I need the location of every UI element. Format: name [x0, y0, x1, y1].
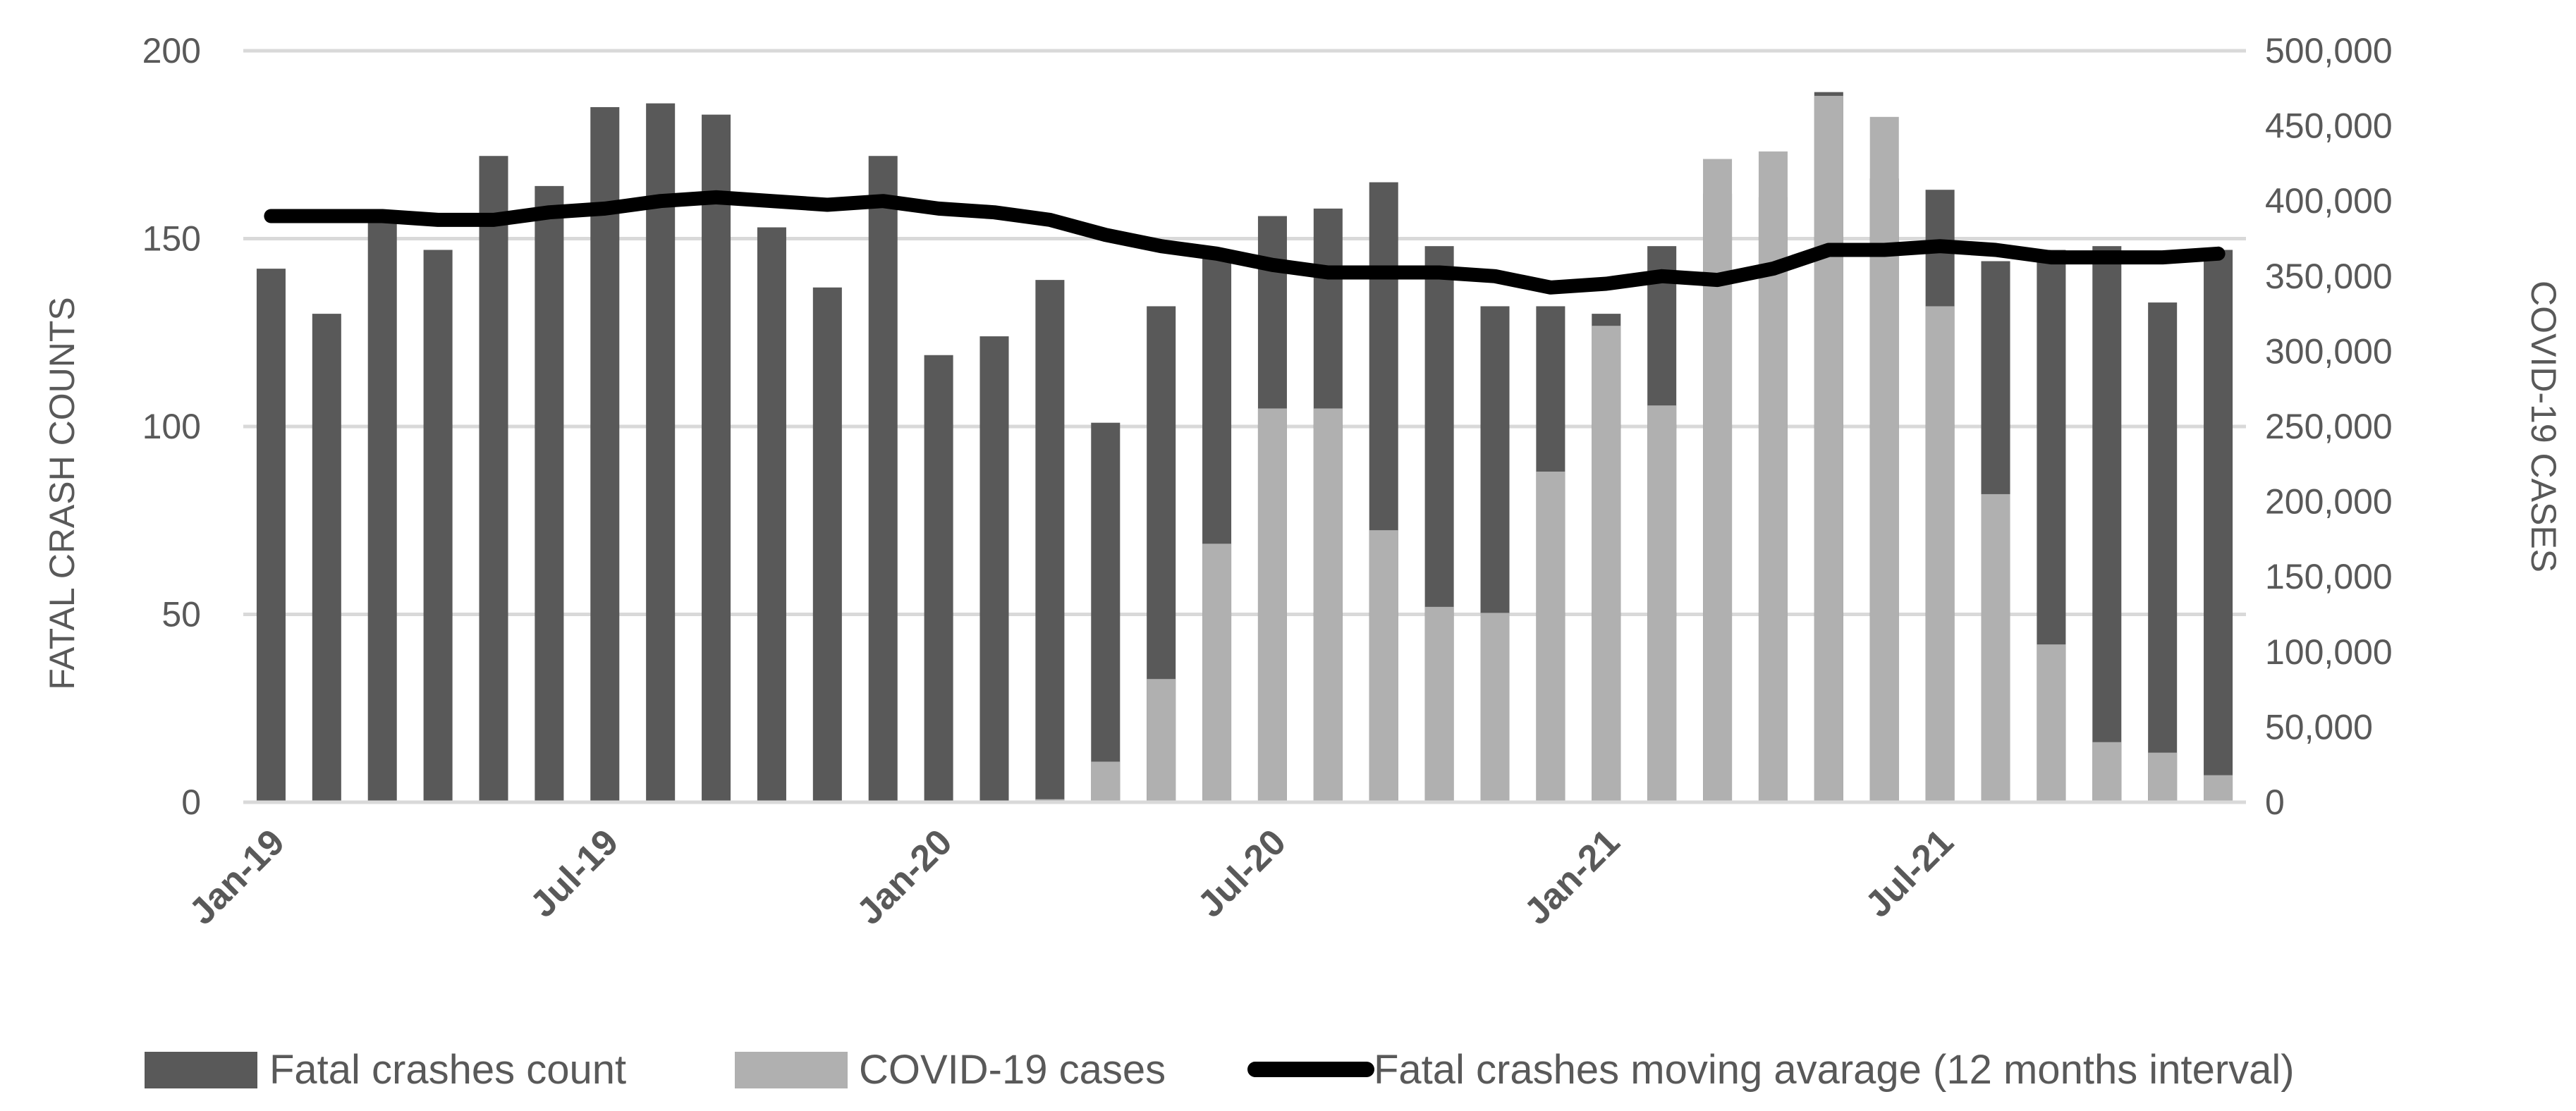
bar-covid-cases [1758, 151, 1788, 802]
bar-fatal-crashes [256, 269, 286, 802]
bar-covid-cases [2148, 752, 2178, 802]
y-tick-label: 150 [142, 219, 201, 259]
bar-covid-cases [1814, 95, 1843, 802]
bar-fatal-crashes [757, 227, 786, 802]
bar-covid-cases [1981, 493, 2010, 802]
y2-tick-label: 400,000 [2265, 181, 2393, 221]
bar-fatal-crashes [812, 287, 842, 802]
bar-covid-cases [2092, 742, 2122, 802]
bar-fatal-crashes [2092, 246, 2122, 802]
bar-fatal-crashes [2148, 302, 2178, 802]
bar-fatal-crashes [423, 250, 453, 802]
bar-covid-cases [1147, 679, 1176, 802]
bar-covid-cases [1424, 606, 1454, 802]
y2-tick-label: 0 [2265, 782, 2285, 822]
moving-average-line [264, 190, 2226, 295]
legend-label-moving-average: Fatal crashes moving avarage (12 months … [1374, 1047, 2295, 1093]
y2-axis-title: COVID-19 CASES [2524, 281, 2563, 572]
x-tick-label: Jan-19 [181, 821, 293, 933]
y2-tick-label: 150,000 [2265, 557, 2393, 596]
bar-fatal-crashes [2204, 250, 2233, 802]
bar-covid-cases [1869, 116, 1899, 803]
bar-covid-cases [1536, 471, 1565, 802]
bar-fatal-crashes [312, 314, 341, 803]
x-tick-label: Jan-21 [1517, 821, 1628, 933]
bar-fatal-crashes [1035, 280, 1065, 802]
bar-fatal-crashes [702, 114, 731, 803]
line-moving-average [264, 190, 2226, 295]
bar-covid-cases [1480, 613, 1510, 802]
bar-covid-cases [2037, 644, 2066, 802]
bar-covid-cases [1257, 408, 1287, 802]
x-tick-label: Jan-20 [849, 821, 960, 933]
y2-tick-label: 100,000 [2265, 632, 2393, 672]
y2-tick-label: 450,000 [2265, 106, 2393, 146]
bar-covid-cases [2204, 775, 2233, 802]
bar-fatal-crashes [535, 185, 564, 802]
legend-label-covid-cases: COVID-19 cases [859, 1047, 1166, 1093]
y2-tick-label: 50,000 [2265, 707, 2373, 747]
bar-covid-cases [1592, 326, 1621, 802]
y-tick-label: 50 [161, 595, 201, 634]
y-tick-label: 100 [142, 407, 201, 446]
bar-covid-cases [1202, 544, 1232, 802]
bar-fatal-crashes [479, 156, 508, 803]
x-tick-label: Jul-19 [523, 821, 626, 925]
legend-label-fatal-crashes-count: Fatal crashes count [269, 1047, 626, 1093]
x-tick-label: Jul-21 [1857, 821, 1961, 925]
bar-covid-cases [1313, 408, 1343, 802]
y-tick-label: 200 [142, 31, 201, 70]
legend: Fatal crashes count COVID-19 cases Fatal… [145, 1047, 2295, 1093]
y2-tick-label: 350,000 [2265, 257, 2393, 296]
bar-fatal-crashes [646, 103, 676, 802]
bar-covid-cases [1647, 405, 1677, 802]
y2-tick-label: 300,000 [2265, 331, 2393, 371]
bar-fatal-crashes [868, 156, 898, 803]
legend-swatch-covid-cases [735, 1052, 848, 1088]
bar-fatal-crashes [1091, 422, 1121, 802]
y-tick-label: 0 [181, 782, 201, 822]
bar-fatal-crashes [367, 219, 397, 803]
bar-covid-cases [1369, 530, 1398, 802]
bar-covid-cases [1925, 306, 1955, 802]
bar-covid-cases [1091, 761, 1121, 802]
legend-swatch-fatal-crashes-count [145, 1052, 257, 1088]
y2-tick-label: 250,000 [2265, 407, 2393, 446]
bar-fatal-crashes [590, 106, 620, 802]
bar-fatal-crashes [979, 336, 1009, 803]
x-tick-label: Jul-20 [1190, 821, 1294, 925]
bar-fatal-crashes [924, 355, 953, 803]
bar-covid-cases [1703, 159, 1733, 802]
bars [256, 92, 2233, 803]
y2-tick-label: 500,000 [2265, 31, 2393, 70]
y-axis-title: FATAL CRASH COUNTS [42, 297, 82, 689]
y2-tick-label: 200,000 [2265, 482, 2393, 522]
